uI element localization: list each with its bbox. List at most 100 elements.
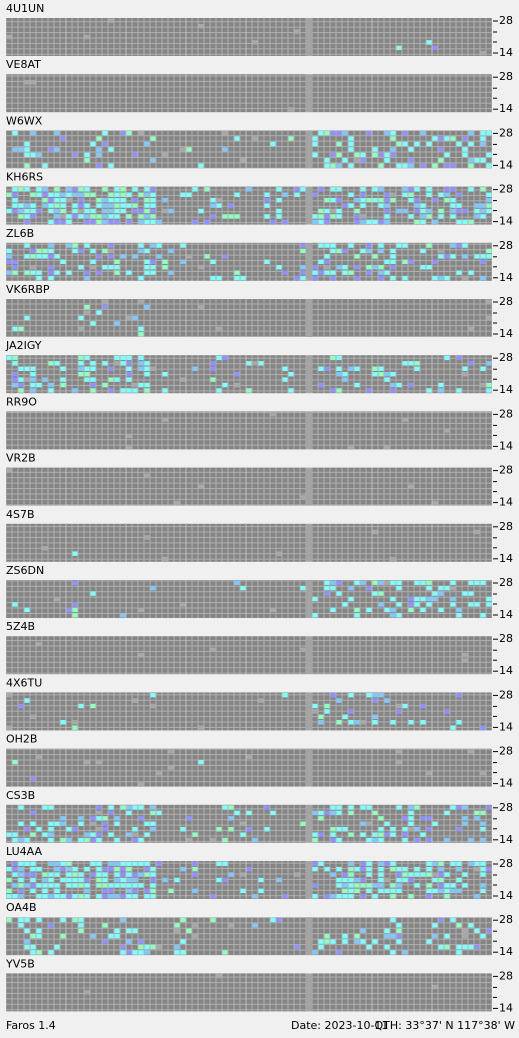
signal-cell [96,219,102,225]
signal-cell [24,219,30,225]
signal-cell [432,821,438,827]
signal-cell [90,703,96,709]
signal-cell [264,827,270,832]
signal-cell [408,872,414,877]
signal-cell [372,698,378,703]
signal-cell [450,861,456,866]
signal-cell [384,371,390,377]
signal-cell [426,187,432,192]
signal-cell [390,580,396,585]
noise-cell [216,326,222,332]
signal-cell [450,725,456,730]
signal-cell [408,720,414,725]
grid-panel [6,580,306,618]
signal-cell [462,872,468,877]
signal-cell [390,147,396,152]
signal-cell [300,275,306,281]
signal-cell [84,355,90,361]
signal-cell [420,832,426,837]
signal-cell [18,366,24,371]
signal-cell [138,326,144,332]
signal-cell [342,130,348,136]
signal-cell [480,861,486,866]
signal-cell [390,259,396,265]
signal-cell [84,304,90,310]
signal-cell [402,816,408,821]
signal-cell [126,883,132,888]
signal-cell [348,832,354,837]
signal-cell [360,866,366,872]
signal-cell [342,158,348,163]
signal-cell [126,355,132,361]
signal-cell [6,254,12,259]
signal-cell [48,837,54,843]
signal-cell [150,805,156,810]
band-bottom-label: 14 [499,608,513,621]
signal-cell [6,270,12,275]
signal-cell [54,861,60,866]
noise-cell [210,837,216,843]
noise-cell [480,51,486,56]
signal-cell [126,371,132,377]
signal-cell [336,866,342,872]
signal-cell [150,197,156,203]
signal-cell [222,877,228,883]
signal-cell [372,187,378,192]
signal-cell [132,152,138,158]
noise-cell [102,299,108,304]
signal-cell [426,580,432,585]
signal-cell [48,923,54,928]
signal-cell [120,203,126,208]
signal-cell [42,163,48,168]
signal-cell [438,254,444,259]
signal-cell [432,197,438,203]
signal-cell [372,883,378,888]
signal-cell [330,275,336,281]
signal-cell [372,152,378,158]
signal-cell [486,203,492,208]
signal-cell [282,894,288,899]
noise-cell [162,208,168,214]
signal-cell [312,270,318,275]
signal-cell [348,270,354,275]
signal-cell [138,816,144,821]
signal-cell [330,872,336,877]
signal-cell [480,725,486,730]
band-top-label: 28 [499,913,513,926]
signal-cell [312,596,318,602]
signal-cell [36,866,42,872]
signal-cell [90,248,96,254]
signal-cell [174,950,180,955]
signal-cell [90,872,96,877]
signal-cell [450,163,456,168]
signal-cell [378,265,384,270]
signal-cell [54,894,60,899]
signal-cell [372,692,378,698]
signal-cell [378,197,384,203]
signal-cell [12,894,18,899]
signal-cell [54,187,60,192]
signal-cell [12,326,18,332]
signal-cell [246,866,252,872]
signal-cell [396,602,402,607]
signal-cell [348,141,354,147]
noise-cell [168,749,174,754]
noise-cell [96,827,102,832]
signal-cell [336,265,342,270]
signal-cell [78,355,84,361]
signal-cell [336,388,342,393]
noise-cell [126,444,132,449]
signal-cell [360,203,366,208]
signal-cell [402,192,408,197]
noise-cell [288,107,294,112]
signal-cell [420,203,426,208]
noise-cell [390,556,396,562]
signal-cell [438,883,444,888]
signal-cell [72,192,78,197]
signal-cell [372,197,378,203]
noise-cell [54,596,60,602]
noise-cell [114,361,120,366]
signal-cell [150,894,156,899]
noise-cell [234,382,240,388]
signal-cell [132,872,138,877]
